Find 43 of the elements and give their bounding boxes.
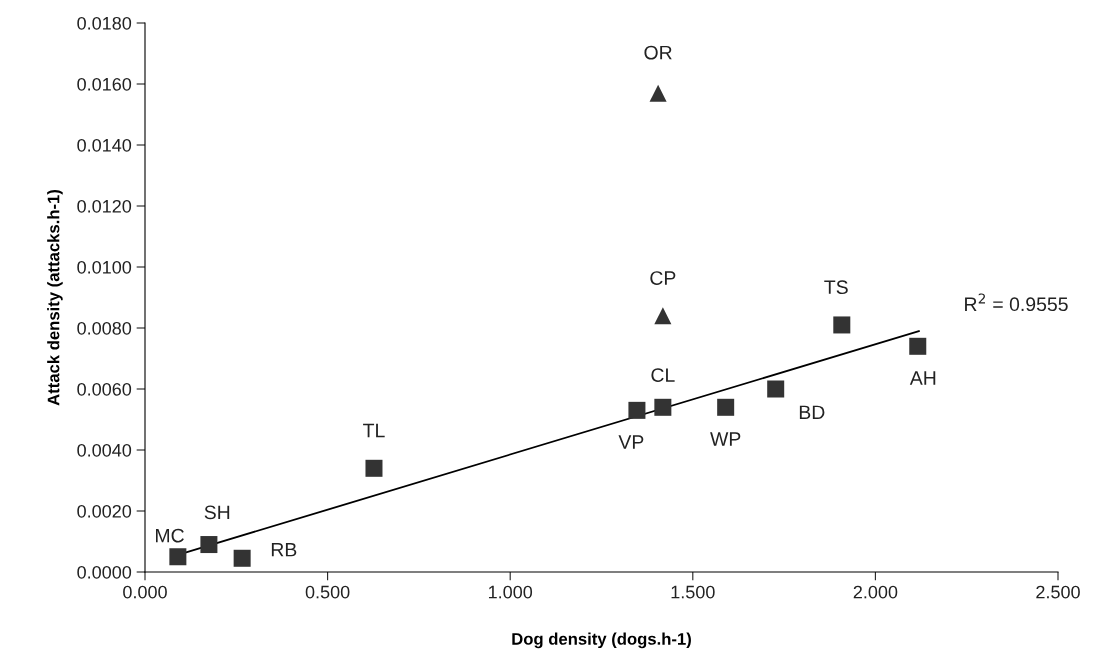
y-tick-label: 0.0020 [77,504,132,518]
x-axis-title: Dog density (dogs.h-1) [512,632,691,649]
point [628,401,646,419]
point [654,307,672,325]
point [200,536,218,554]
point [717,398,735,416]
point [833,316,851,334]
annotation: WP [710,432,741,446]
y-tick-label: 0.0100 [77,260,132,274]
x-tick-label: 0.500 [305,585,350,599]
y-tick-label: 0.0000 [77,565,132,579]
annotation: BD [799,405,825,420]
y-tick-label: 0.0140 [77,138,132,152]
annotation: RB [271,542,297,557]
y-tick-label: 0.0060 [77,382,132,396]
point [909,337,927,355]
annotation: SH [204,505,230,520]
point [654,398,672,416]
y-tick-label: 0.0120 [77,199,132,213]
annotation: R$^{2}$ = 0.9555 [965,293,1068,312]
x-tick-label: 0.000 [123,585,167,599]
y-tick-label: 0.0040 [77,443,132,457]
annotation: CP [650,271,676,285]
x-tick-label: 1.500 [671,585,715,599]
annotation: CL [651,368,675,382]
annotation: VP [618,435,644,449]
annotation: OR [644,45,672,60]
x-tick-label: 2.000 [853,585,898,599]
y-tick-label: 0.0160 [77,77,132,91]
y-axis-title: Attack density (attacks.h-1) [47,189,63,406]
x-tick-label: 1.000 [488,585,533,599]
point [365,459,383,477]
point [649,84,667,102]
annotation: MC [156,528,184,543]
x-tick-label: 2.500 [1036,585,1080,599]
point [233,549,251,567]
annotation: TS [824,280,848,295]
y-tick-label: 0.0180 [77,16,132,30]
annotation: TL [363,423,385,438]
annotation: AH [909,371,936,385]
y-tick-label: 0.0080 [77,321,132,335]
point [767,380,785,398]
point [169,548,187,566]
